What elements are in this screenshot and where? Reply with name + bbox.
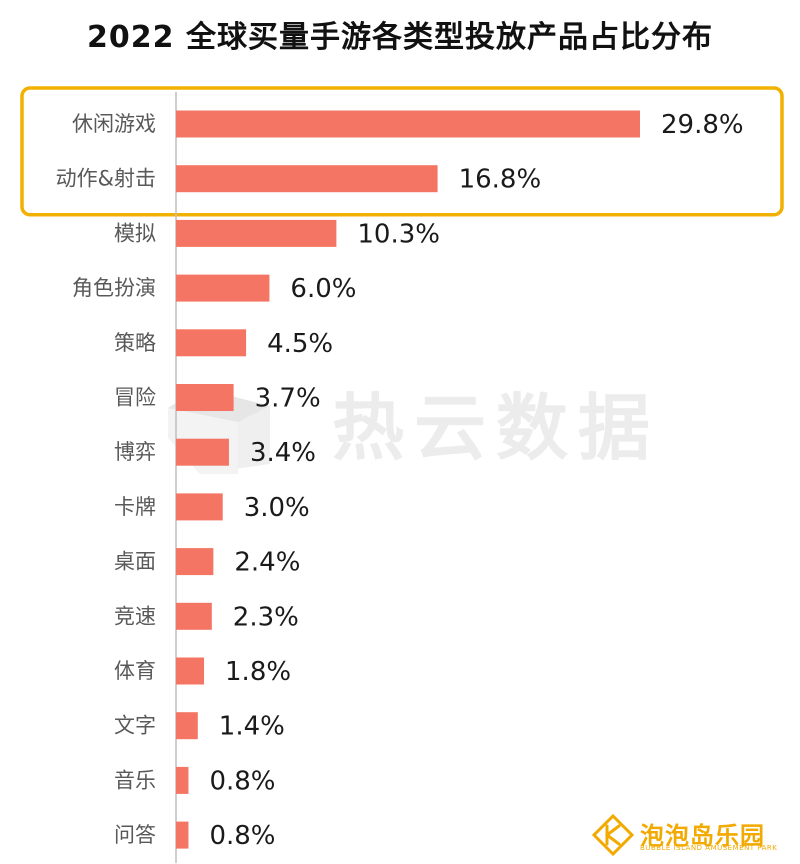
bar-6	[176, 438, 229, 466]
brand-logo: 泡泡岛乐园 BUBBLE ISLAND AMUSEMENT PARK	[592, 814, 792, 858]
logo-subtitle: BUBBLE ISLAND AMUSEMENT PARK	[640, 844, 778, 852]
value-label-13: 0.8%	[209, 821, 275, 851]
category-label-2: 模拟	[114, 221, 156, 245]
value-label-6: 3.4%	[250, 438, 316, 468]
logo-name: 泡泡岛乐园	[640, 822, 765, 850]
chart-title: 2022 全球买量手游各类型投放产品占比分布	[87, 20, 713, 55]
highlight-box	[20, 86, 784, 217]
category-label-7: 卡牌	[114, 495, 156, 519]
value-label-11: 1.4%	[219, 712, 285, 742]
value-label-9: 2.3%	[233, 602, 299, 632]
bar-12	[176, 766, 189, 794]
bar-9	[176, 602, 212, 630]
value-label-3: 6.0%	[290, 274, 356, 304]
bar-8	[176, 548, 214, 576]
bar-10	[176, 657, 205, 685]
value-label-0: 29.8%	[661, 110, 744, 140]
category-label-10: 体育	[114, 659, 156, 683]
value-label-1: 16.8%	[459, 165, 542, 195]
category-label-12: 音乐	[114, 768, 156, 792]
bar-5	[176, 384, 234, 411]
category-label-0: 休闲游戏	[72, 112, 156, 136]
value-label-12: 0.8%	[209, 766, 275, 796]
bar-11	[176, 712, 198, 740]
value-label-5: 3.7%	[255, 384, 321, 414]
value-label-7: 3.0%	[244, 493, 310, 523]
category-label-11: 文字	[114, 714, 156, 738]
category-label-5: 冒险	[114, 386, 156, 410]
category-label-9: 竞速	[114, 604, 156, 628]
category-label-6: 博弈	[114, 440, 156, 464]
bar-7	[176, 493, 223, 521]
bar-1	[176, 165, 438, 193]
category-label-13: 问答	[114, 823, 156, 847]
category-label-4: 策略	[114, 331, 156, 355]
value-label-8: 2.4%	[234, 548, 300, 578]
category-label-1: 动作&射击	[56, 167, 156, 191]
watermark-text: 热云数据	[332, 386, 661, 470]
category-label-8: 桌面	[114, 550, 156, 574]
value-label-4: 4.5%	[267, 329, 333, 359]
bar-2	[176, 219, 337, 247]
value-label-10: 1.8%	[225, 657, 291, 687]
value-label-2: 10.3%	[357, 219, 440, 249]
category-label-3: 角色扮演	[72, 276, 156, 300]
bar-4	[176, 329, 247, 357]
bar-0	[176, 110, 640, 138]
bar-13	[176, 821, 189, 849]
bar-3	[176, 274, 270, 302]
bubble-island-logo-icon	[592, 814, 634, 856]
